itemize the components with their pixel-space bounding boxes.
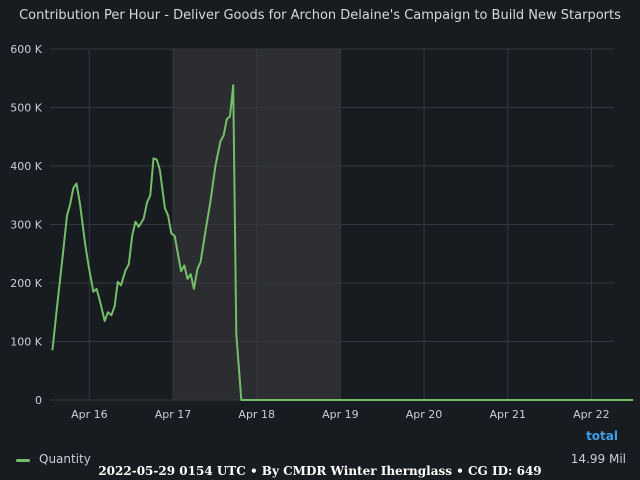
x-tick-label: Apr 17 — [155, 408, 192, 421]
x-tick-label: Apr 20 — [406, 408, 443, 421]
y-tick-label: 500 K — [10, 102, 42, 115]
y-tick-label: 200 K — [10, 277, 42, 290]
x-tick-label: Apr 16 — [71, 408, 108, 421]
y-tick-label: 0 — [35, 394, 42, 407]
footer-caption: 2022-05-29 0154 UTC • By CMDR Winter Ihe… — [98, 464, 542, 478]
y-tick-label: 400 K — [10, 160, 42, 173]
legend-swatch — [16, 459, 30, 462]
legend-item-quantity[interactable]: Quantity 14.99 Mil — [14, 452, 626, 468]
legend-label: Quantity — [39, 452, 91, 466]
chart-title: Contribution Per Hour - Deliver Goods fo… — [19, 8, 621, 23]
series-layer — [51, 84, 634, 401]
x-tick-label: Apr 19 — [322, 408, 359, 421]
legend-total-value: 14.99 Mil — [570, 452, 626, 466]
grid-lines — [50, 48, 614, 401]
x-tick-label: Apr 18 — [238, 408, 275, 421]
y-tick-label: 600 K — [10, 43, 42, 56]
legend-total-column-header[interactable]: total — [586, 429, 618, 443]
y-tick-label: 100 K — [10, 336, 42, 349]
x-tick-label: Apr 22 — [573, 408, 610, 421]
x-axis: Apr 16 Apr 17 Apr 18 Apr 19 Apr 20 Apr 21 Apr … — [71, 408, 610, 421]
x-tick-label: Apr 21 — [489, 408, 526, 421]
y-tick-label: 300 K — [10, 219, 42, 232]
series-line-quantity[interactable] — [51, 84, 634, 401]
y-axis: 0 100 K 200 K 300 K 400 K 500 K 600 K — [10, 43, 42, 407]
